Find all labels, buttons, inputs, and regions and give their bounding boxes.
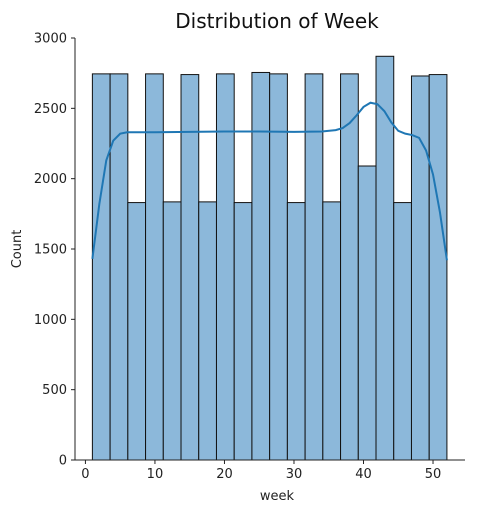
x-tick-label: 40 [355, 467, 372, 482]
histogram-bar [91, 73, 111, 461]
histogram-bar [162, 201, 182, 461]
histogram-bar [340, 73, 359, 461]
x-axis-label: week [260, 489, 295, 504]
y-tick-label: 2000 [34, 172, 67, 187]
x-tick-label: 30 [286, 467, 303, 482]
y-tick-label: 1000 [34, 313, 67, 328]
x-tick-label: 0 [81, 467, 89, 482]
y-tick-label: 500 [42, 383, 67, 398]
x-tick-label: 10 [147, 467, 164, 482]
y-axis-label: Count [10, 230, 25, 269]
histogram-bar [357, 165, 377, 461]
y-tick-label: 2500 [34, 102, 67, 117]
y-tick-label: 0 [59, 454, 67, 469]
histogram-bar [127, 202, 147, 461]
histogram-bar [322, 201, 342, 461]
x-tick-label: 20 [216, 467, 233, 482]
histogram-bar [198, 201, 217, 461]
histogram-bar [428, 74, 448, 461]
histogram-bars [91, 55, 448, 461]
y-tick-label: 1500 [34, 243, 67, 258]
histogram-bar [410, 75, 430, 461]
histogram-bar [375, 55, 395, 461]
y-axis-ticks: 0 500 1000 1500 2000 2500 3000 [34, 32, 75, 469]
chart-title: Distribution of Week [175, 9, 379, 33]
x-tick-label: 50 [425, 467, 442, 482]
histogram-bar [286, 202, 306, 461]
histogram-bar [393, 202, 412, 461]
kde-curve [91, 101, 448, 261]
histogram-bar [233, 202, 253, 461]
x-axis-ticks: 0 10 20 30 40 50 [81, 460, 441, 482]
y-tick-label: 3000 [34, 32, 67, 47]
